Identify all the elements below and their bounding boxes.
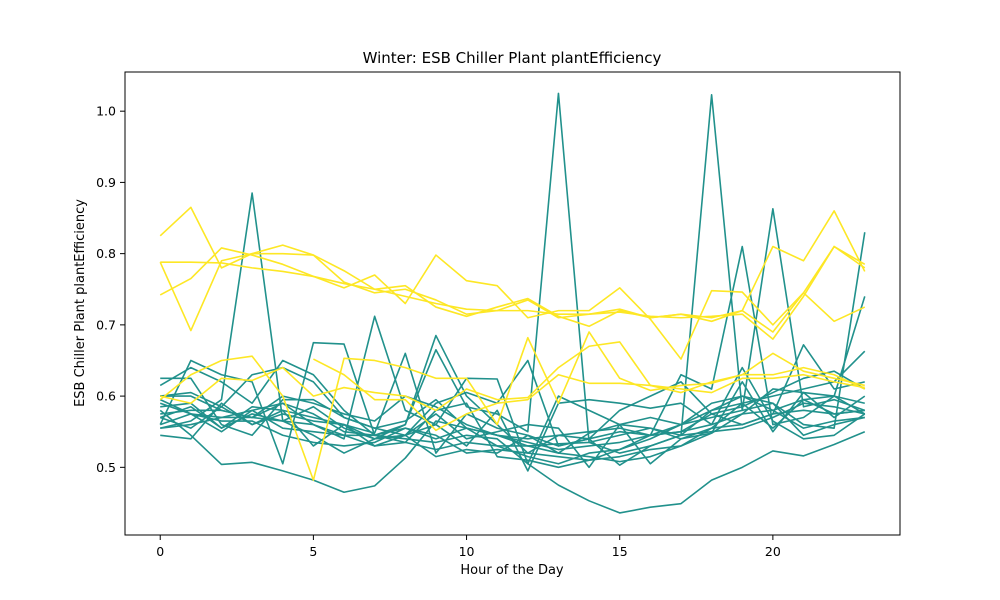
series-layer <box>159 92 866 514</box>
y-axis-ticks: 0.5 0.6 0.7 0.8 0.9 1.0 <box>96 104 125 475</box>
series-line-20 <box>159 247 866 360</box>
y-axis-label: ESB Chiller Plant plantEfficiency <box>73 199 88 407</box>
x-axis-ticks: 0 5 10 15 20 <box>156 535 781 559</box>
series-line-14 <box>160 381 866 469</box>
y-tick-label: 1.0 <box>96 104 116 119</box>
x-tick-label: 20 <box>765 544 781 559</box>
series-line-12 <box>159 366 866 472</box>
x-tick-label: 10 <box>459 544 475 559</box>
x-tick-label: 15 <box>612 544 628 559</box>
x-tick-label: 5 <box>309 544 317 559</box>
series-line-23 <box>313 358 865 432</box>
series-line-18 <box>159 245 866 333</box>
x-axis-label: Hour of the Day <box>460 563 564 578</box>
series-line-13 <box>159 398 865 447</box>
series-line-21 <box>160 341 865 412</box>
series-line-8 <box>160 352 866 463</box>
y-tick-label: 0.7 <box>96 317 116 332</box>
y-tick-label: 0.9 <box>96 175 116 190</box>
y-tick-label: 0.8 <box>96 246 116 261</box>
y-tick-label: 0.6 <box>96 389 116 404</box>
plot-frame <box>124 71 901 536</box>
series-line-15 <box>159 395 865 466</box>
y-tick-label: 0.5 <box>96 460 116 475</box>
series-line-22 <box>159 331 866 481</box>
x-tick-label: 0 <box>156 544 164 559</box>
series-line-16 <box>159 398 865 462</box>
series-line-9 <box>160 370 866 451</box>
series-line-19 <box>160 245 866 340</box>
series-line-10 <box>159 359 865 469</box>
chart-title: Winter: ESB Chiller Plant plantEfficienc… <box>363 49 662 67</box>
